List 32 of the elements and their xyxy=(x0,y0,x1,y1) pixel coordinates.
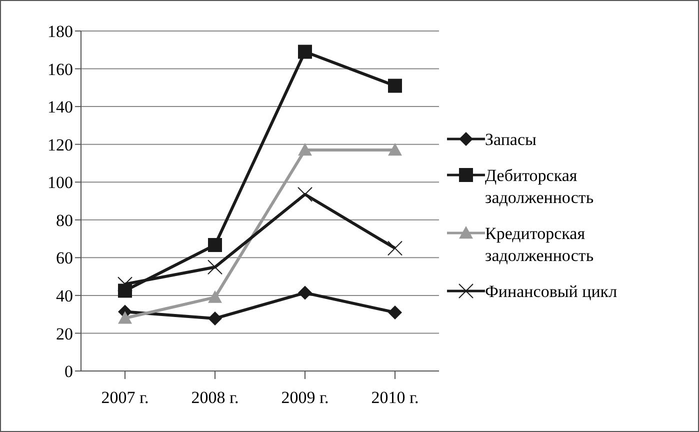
y-tick-label: 60 xyxy=(56,248,73,268)
point xyxy=(298,286,312,300)
y-tick-label: 160 xyxy=(48,60,73,79)
y-tick-label: 80 xyxy=(56,210,73,230)
point xyxy=(298,143,312,156)
point xyxy=(208,238,222,252)
y-tick-label: 0 xyxy=(64,362,73,382)
point xyxy=(388,240,402,256)
x-tick-label: 2008 г. xyxy=(191,388,239,408)
x-tick-label: 2009 г. xyxy=(281,388,329,408)
y-tick-label: 20 xyxy=(56,324,73,344)
x-tick-label: 2007 г. xyxy=(101,388,149,408)
y-tick-label: 40 xyxy=(56,286,73,306)
point xyxy=(118,311,132,324)
x-tick-label: 2010 г. xyxy=(371,388,419,408)
point xyxy=(208,290,222,303)
y-tick-label: 180 xyxy=(48,22,73,42)
point xyxy=(208,260,222,275)
point xyxy=(118,276,132,292)
point xyxy=(388,78,402,93)
point xyxy=(388,143,402,156)
point xyxy=(298,44,312,59)
legend-label: Дебиторская задолженность xyxy=(485,165,595,209)
legend-label: Запасы xyxy=(485,129,538,151)
point xyxy=(208,311,222,326)
point xyxy=(298,186,312,202)
y-tick-label: 140 xyxy=(48,98,73,117)
legend-label: Финансовый цикл xyxy=(485,281,618,303)
point xyxy=(388,305,402,320)
y-tick-label: 100 xyxy=(48,173,73,192)
legend-label: Кредиторская задолженность xyxy=(485,223,595,267)
y-tick-label: 120 xyxy=(48,135,73,154)
